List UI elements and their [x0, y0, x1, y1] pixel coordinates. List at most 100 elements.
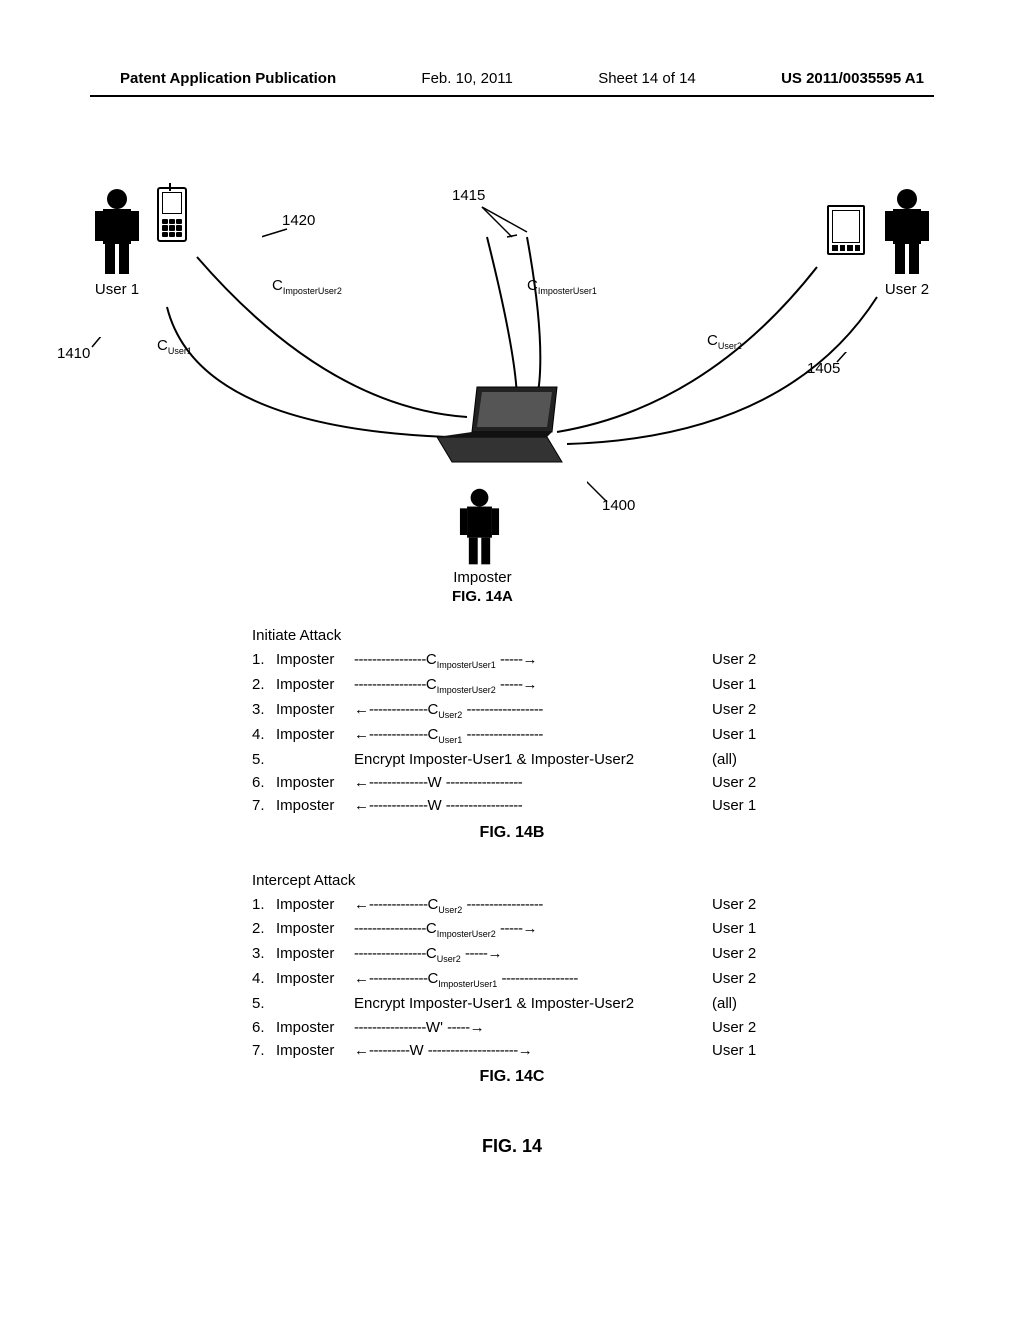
attack-row: 7.Imposter←-------------W --------------…: [252, 794, 772, 817]
intercept-attack-table: Intercept Attack 1.Imposter←------------…: [252, 872, 772, 1087]
row-mid: ----------------CImposterUser1 -----→: [354, 648, 702, 673]
row-number: 1.: [252, 893, 276, 916]
attack-row: 3.Imposter----------------CUser2 -----→U…: [252, 942, 772, 967]
row-number: 3.: [252, 698, 276, 721]
c-imposteruser1-label: CImposterUser1: [527, 277, 597, 296]
row-number: 7.: [252, 794, 276, 817]
fig-14b-label: FIG. 14B: [252, 824, 772, 842]
row-number: 5.: [252, 748, 276, 771]
fig-14c-label: FIG. 14C: [252, 1068, 772, 1086]
fig-14a-label: FIG. 14A: [452, 588, 513, 605]
row-right: User 2: [702, 698, 772, 721]
row-mid: Encrypt Imposter-User1 & Imposter-User2: [354, 748, 702, 771]
fig-14-label: FIG. 14: [0, 1136, 1024, 1157]
row-right: User 1: [702, 723, 772, 746]
attack-row: 6.Imposter←-------------W --------------…: [252, 771, 772, 794]
attack-row: 4.Imposter←-------------CImposterUser1 -…: [252, 967, 772, 992]
row-mid: ←-------------CImposterUser1 -----------…: [354, 967, 702, 992]
row-left: Imposter: [276, 893, 354, 916]
pda-icon: [827, 205, 865, 255]
person-icon: [452, 487, 507, 567]
row-left: Imposter: [276, 771, 354, 794]
laptop-icon: [427, 382, 567, 472]
intercept-title: Intercept Attack: [252, 872, 772, 889]
row-left: Imposter: [276, 723, 354, 746]
row-right: User 1: [702, 1039, 772, 1062]
person-icon: [87, 187, 147, 277]
row-left: Imposter: [276, 942, 354, 965]
row-mid: ----------------W' -----→: [354, 1016, 702, 1039]
attack-row: 4.Imposter←-------------CUser1 ---------…: [252, 723, 772, 748]
row-left: Imposter: [276, 648, 354, 671]
user1-label: User 1: [87, 281, 147, 298]
user1-group: User 1: [87, 187, 147, 298]
initiate-title: Initiate Attack: [252, 627, 772, 644]
c-imposteruser2-label: CImposterUser2: [272, 277, 342, 296]
row-left: Imposter: [276, 1039, 354, 1062]
user2-group: User 2: [877, 187, 937, 298]
row-mid: ----------------CImposterUser2 -----→: [354, 917, 702, 942]
ref-1415: 1415: [457, 192, 557, 252]
document-number: US 2011/0035595 A1: [781, 70, 924, 87]
row-mid: ←-------------CUser2 -----------------: [354, 698, 702, 723]
row-number: 6.: [252, 1016, 276, 1039]
phone-icon: [157, 187, 187, 242]
row-mid: ←---------W --------------------→: [354, 1039, 702, 1062]
ref-1410: 1410: [57, 337, 127, 377]
header-divider: [90, 95, 934, 97]
row-right: User 2: [702, 771, 772, 794]
attack-row: 2.Imposter----------------CImposterUser2…: [252, 673, 772, 698]
c-user2-label: CUser2: [707, 332, 742, 351]
attack-row: 1.Imposter←-------------CUser2 ---------…: [252, 893, 772, 918]
row-mid: ←-------------W -----------------: [354, 794, 702, 817]
row-left: Imposter: [276, 673, 354, 696]
attack-row: 6.Imposter----------------W' -----→User …: [252, 1016, 772, 1039]
row-mid: ←-------------CUser2 -----------------: [354, 893, 702, 918]
row-right: User 1: [702, 794, 772, 817]
row-number: 6.: [252, 771, 276, 794]
row-left: Imposter: [276, 698, 354, 721]
row-number: 1.: [252, 648, 276, 671]
row-left: Imposter: [276, 794, 354, 817]
row-right: User 2: [702, 893, 772, 916]
page-header: Patent Application Publication Feb. 10, …: [0, 0, 1024, 87]
publication-label: Patent Application Publication: [120, 70, 336, 87]
attack-row: 2.Imposter----------------CImposterUser2…: [252, 917, 772, 942]
row-number: 2.: [252, 673, 276, 696]
row-number: 7.: [252, 1039, 276, 1062]
row-right: (all): [702, 992, 772, 1015]
attack-row: 5. Encrypt Imposter-User1 & Imposter-User…: [252, 992, 772, 1015]
row-right: User 1: [702, 673, 772, 696]
row-right: User 2: [702, 967, 772, 990]
row-right: User 1: [702, 917, 772, 940]
ref-1400: 1400: [587, 462, 687, 532]
attack-row: 7.Imposter←---------W ------------------…: [252, 1039, 772, 1062]
row-left: Imposter: [276, 917, 354, 940]
initiate-attack-table: Initiate Attack 1.Imposter--------------…: [252, 627, 772, 842]
publication-date: Feb. 10, 2011: [421, 70, 512, 87]
row-mid: ←-------------CUser1 -----------------: [354, 723, 702, 748]
attack-row: 1.Imposter----------------CImposterUser1…: [252, 648, 772, 673]
row-mid: ----------------CUser2 -----→: [354, 942, 702, 967]
user2-label: User 2: [877, 281, 937, 298]
row-left: Imposter: [276, 1016, 354, 1039]
row-right: User 2: [702, 648, 772, 671]
attack-row: 5. Encrypt Imposter-User1 & Imposter-User…: [252, 748, 772, 771]
attack-row: 3.Imposter←-------------CUser2 ---------…: [252, 698, 772, 723]
row-mid: ←-------------W -----------------: [354, 771, 702, 794]
person-icon: [877, 187, 937, 277]
row-right: User 2: [702, 942, 772, 965]
sheet-number: Sheet 14 of 14: [598, 70, 696, 87]
c-user1-label: CUser1: [157, 337, 192, 356]
row-number: 3.: [252, 942, 276, 965]
row-right: User 2: [702, 1016, 772, 1039]
row-right: (all): [702, 748, 772, 771]
imposter-group: Imposter FIG. 14A: [452, 487, 513, 605]
row-mid: Encrypt Imposter-User1 & Imposter-User2: [354, 992, 702, 1015]
row-number: 4.: [252, 967, 276, 990]
row-left: Imposter: [276, 967, 354, 990]
row-mid: ----------------CImposterUser2 -----→: [354, 673, 702, 698]
row-number: 5.: [252, 992, 276, 1015]
imposter-label: Imposter: [452, 569, 513, 586]
ref-1405: 1405: [807, 352, 907, 412]
